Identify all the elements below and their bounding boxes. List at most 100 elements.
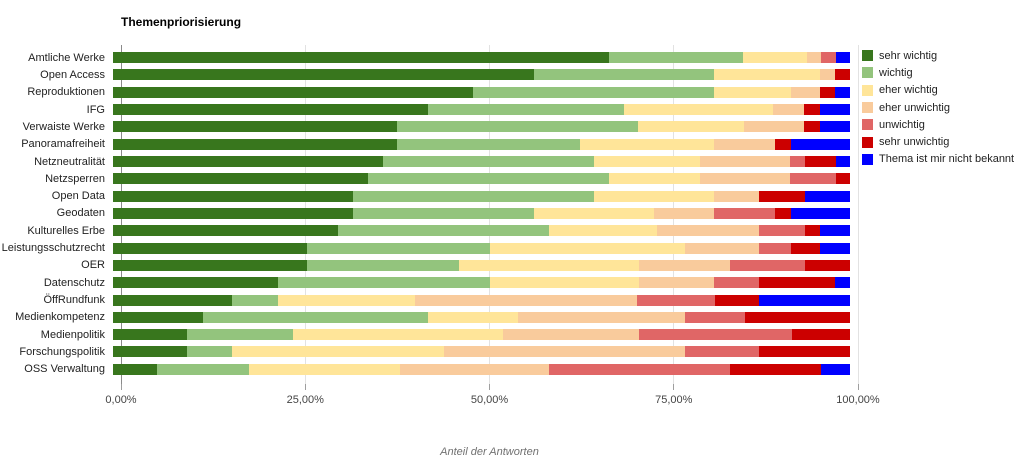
bar-segment[interactable] [791,242,821,254]
bar-segment[interactable] [835,173,850,185]
bar-segment[interactable] [113,277,279,289]
bar-segment[interactable] [113,86,473,98]
bar-segment[interactable] [113,52,609,64]
bar-segment[interactable] [805,156,836,168]
bar-segment[interactable] [187,329,293,341]
bar-segment[interactable] [820,225,850,237]
bar-segment[interactable] [278,277,490,289]
bar-segment[interactable] [700,156,790,168]
bar-segment[interactable] [714,277,760,289]
bar-segment[interactable] [684,346,760,358]
bar-segment[interactable] [804,104,821,116]
bar-segment[interactable] [684,242,760,254]
bar-segment[interactable] [113,346,188,358]
bar-segment[interactable] [820,121,850,133]
bar-segment[interactable] [489,242,685,254]
bar-segment[interactable] [489,277,640,289]
bar-segment[interactable] [593,190,715,202]
bar-segment[interactable] [502,329,640,341]
bar-segment[interactable] [820,86,836,98]
bar-segment[interactable] [743,52,807,64]
bar-segment[interactable] [428,311,518,323]
bar-segment[interactable] [834,277,850,289]
bar-segment[interactable] [232,346,444,358]
bar-segment[interactable] [819,69,836,81]
bar-segment[interactable] [745,311,850,323]
bar-segment[interactable] [306,242,490,254]
bar-segment[interactable] [306,259,459,271]
bar-segment[interactable] [805,259,850,271]
bar-segment[interactable] [806,52,821,64]
bar-segment[interactable] [608,173,701,185]
bar-segment[interactable] [790,138,850,150]
bar-segment[interactable] [773,104,805,116]
bar-segment[interactable] [714,190,760,202]
bar-segment[interactable] [352,207,534,219]
bar-segment[interactable] [517,311,685,323]
bar-segment[interactable] [729,259,806,271]
bar-segment[interactable] [820,52,836,64]
bar-segment[interactable] [415,294,637,306]
bar-segment[interactable] [533,207,654,219]
bar-segment[interactable] [113,138,398,150]
bar-segment[interactable] [397,138,580,150]
bar-segment[interactable] [337,225,550,237]
bar-segment[interactable] [232,294,279,306]
bar-segment[interactable] [368,173,609,185]
bar-segment[interactable] [113,173,368,185]
bar-segment[interactable] [789,156,805,168]
bar-segment[interactable] [639,329,792,341]
bar-segment[interactable] [609,52,744,64]
bar-segment[interactable] [292,329,503,341]
bar-segment[interactable] [187,346,233,358]
bar-segment[interactable] [835,156,850,168]
bar-segment[interactable] [248,363,401,375]
bar-segment[interactable] [759,277,835,289]
bar-segment[interactable] [636,294,716,306]
bar-segment[interactable] [835,86,850,98]
bar-segment[interactable] [639,277,715,289]
bar-segment[interactable] [715,294,760,306]
bar-segment[interactable] [759,225,806,237]
bar-segment[interactable] [820,242,850,254]
bar-segment[interactable] [729,363,822,375]
bar-segment[interactable] [791,329,850,341]
bar-segment[interactable] [113,311,203,323]
bar-segment[interactable] [157,363,249,375]
bar-segment[interactable] [113,104,429,116]
bar-segment[interactable] [805,225,821,237]
bar-segment[interactable] [805,190,850,202]
bar-segment[interactable] [113,363,158,375]
bar-segment[interactable] [714,86,792,98]
bar-segment[interactable] [113,156,384,168]
bar-segment[interactable] [278,294,416,306]
bar-segment[interactable] [759,294,850,306]
bar-segment[interactable] [774,138,791,150]
bar-segment[interactable] [113,121,398,133]
bar-segment[interactable] [549,363,730,375]
bar-segment[interactable] [804,121,821,133]
bar-segment[interactable] [714,138,775,150]
bar-segment[interactable] [113,242,307,254]
bar-segment[interactable] [623,104,774,116]
bar-segment[interactable] [113,207,353,219]
bar-segment[interactable] [639,259,730,271]
bar-segment[interactable] [458,259,640,271]
bar-segment[interactable] [113,225,338,237]
bar-segment[interactable] [202,311,429,323]
bar-segment[interactable] [835,69,850,81]
bar-segment[interactable] [533,69,715,81]
bar-segment[interactable] [113,294,233,306]
bar-segment[interactable] [791,86,821,98]
bar-segment[interactable] [113,259,307,271]
bar-segment[interactable] [549,225,657,237]
bar-segment[interactable] [593,156,701,168]
bar-segment[interactable] [397,121,639,133]
bar-segment[interactable] [113,190,353,202]
bar-segment[interactable] [656,225,760,237]
bar-segment[interactable] [638,121,744,133]
bar-segment[interactable] [743,121,805,133]
bar-segment[interactable] [684,311,746,323]
bar-segment[interactable] [428,104,624,116]
bar-segment[interactable] [383,156,594,168]
